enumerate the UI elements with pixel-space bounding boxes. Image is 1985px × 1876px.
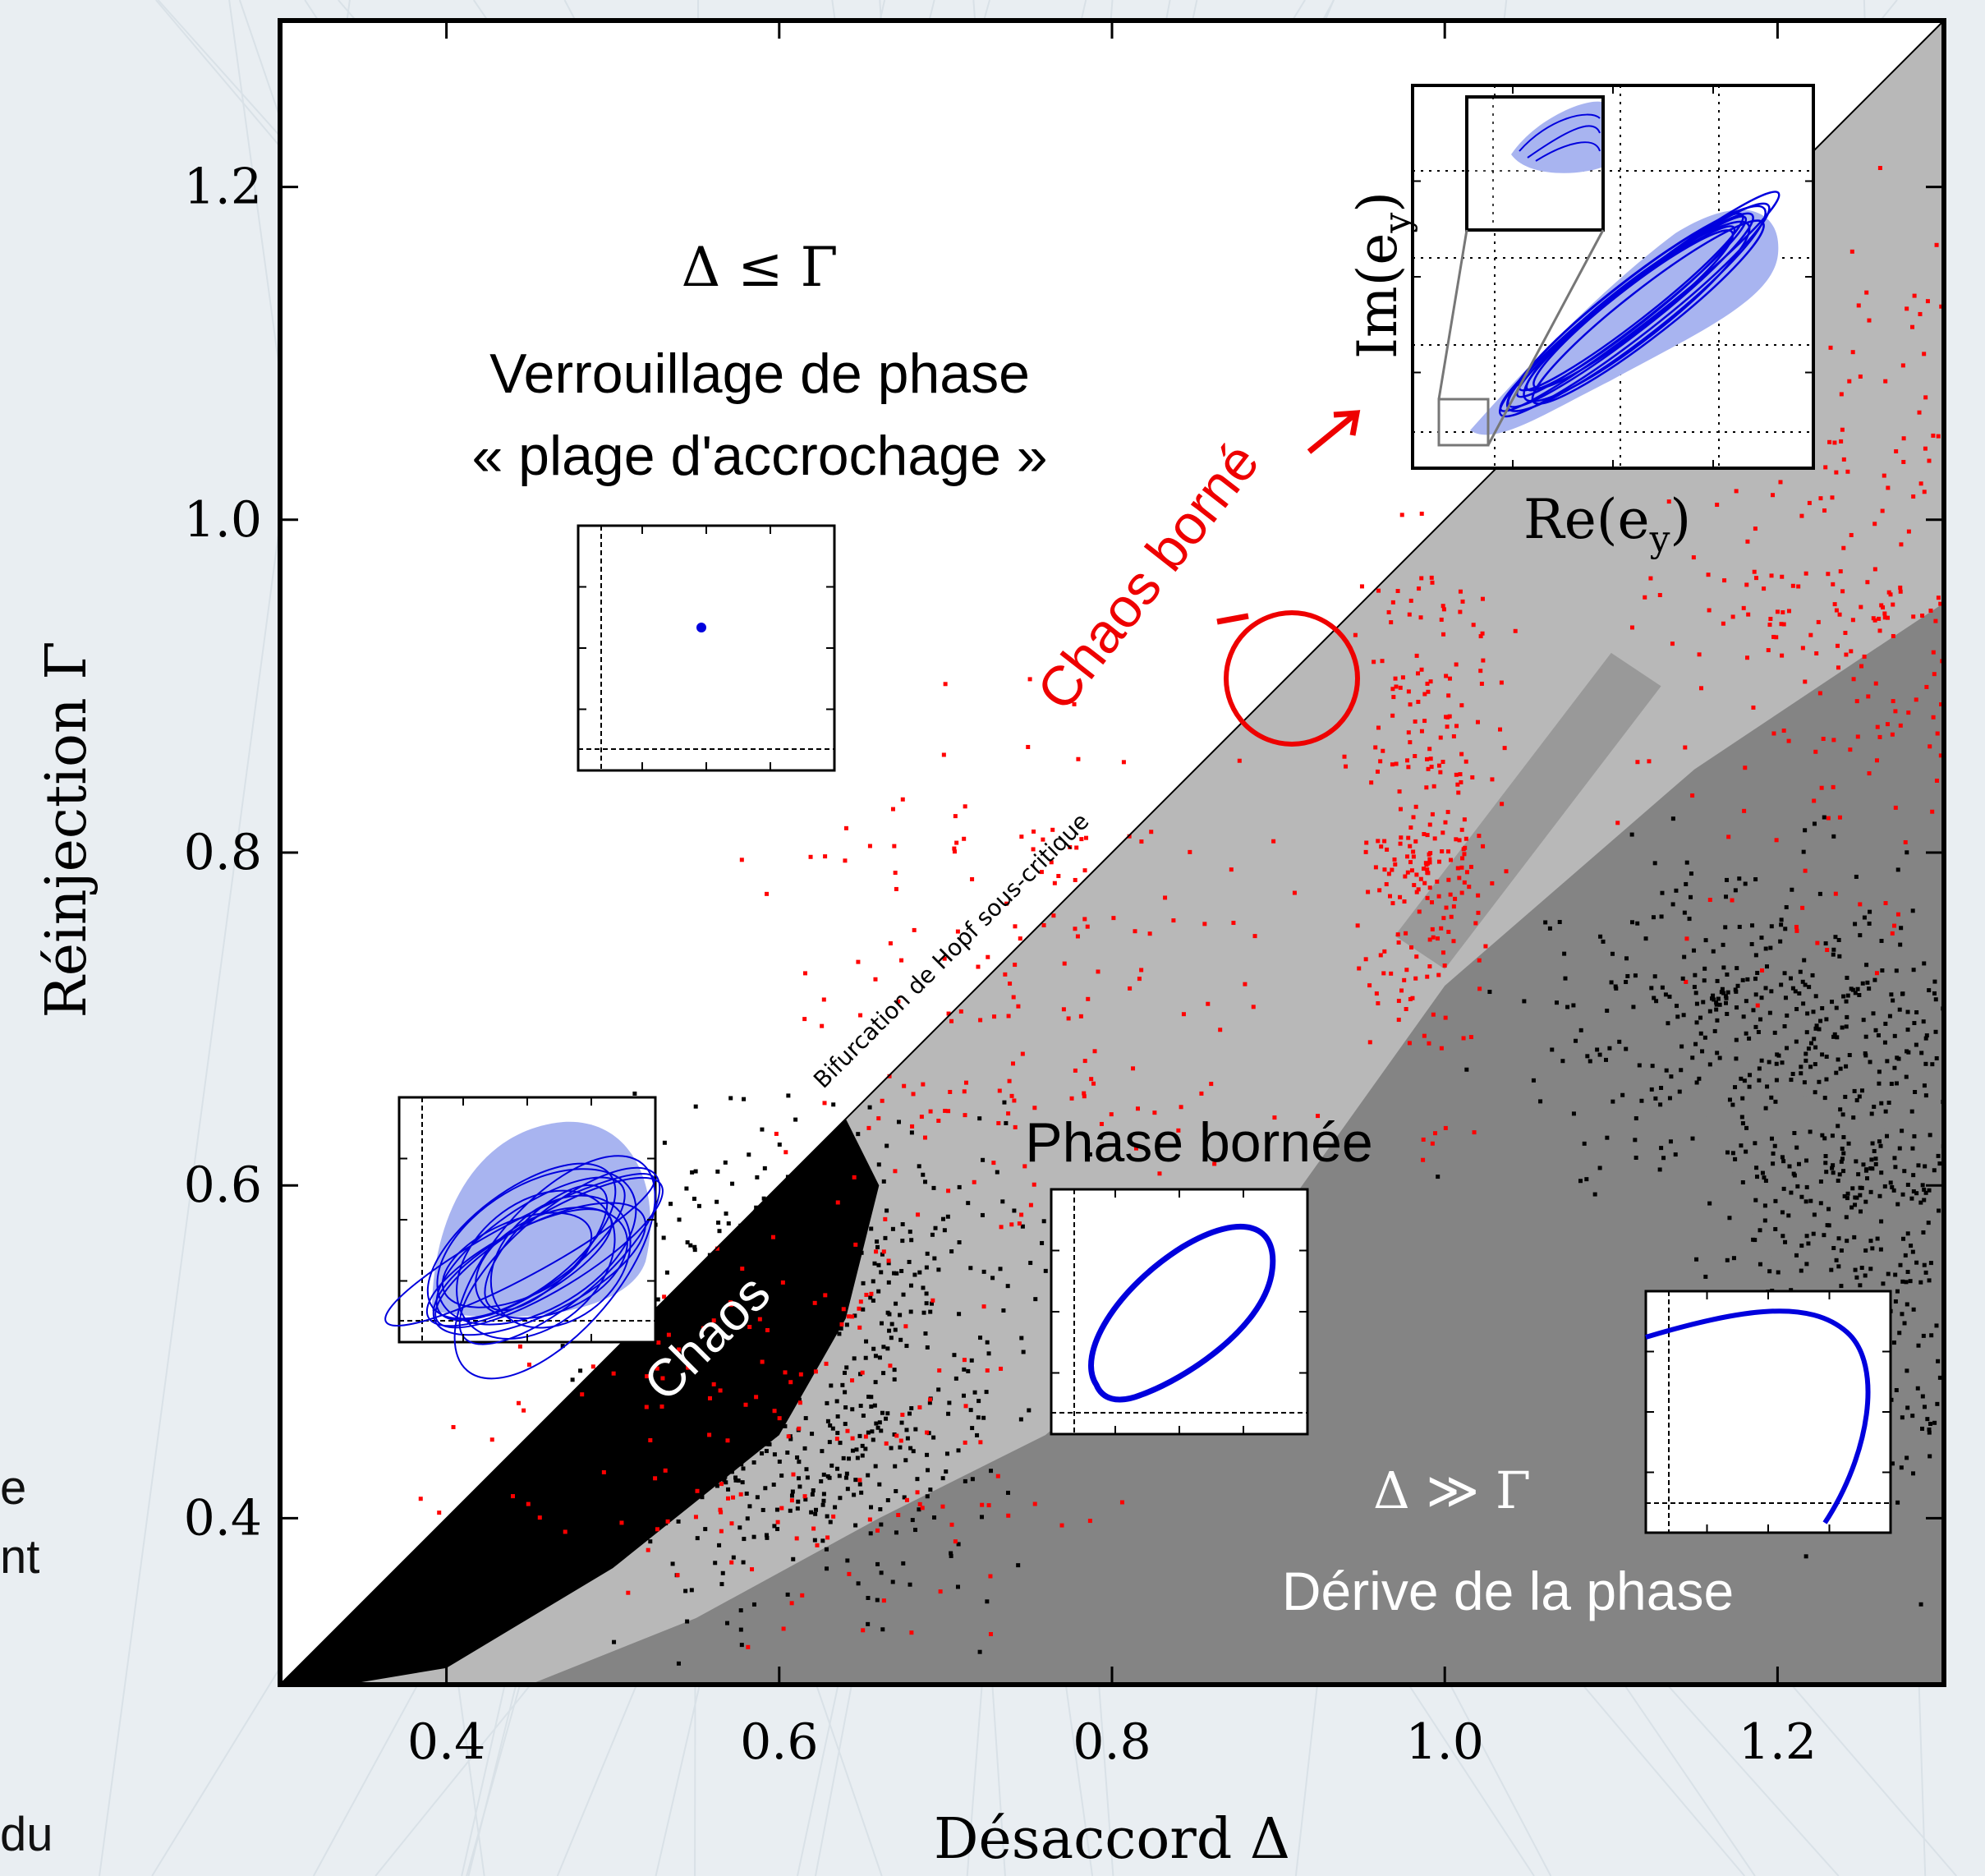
cut-text-fragment: e xyxy=(0,1461,27,1515)
inset-drift xyxy=(1644,1290,1892,1534)
lock-condition-label: Δ ≤ Γ xyxy=(682,236,839,299)
y-axis-label: Réinjection Γ xyxy=(34,641,99,1018)
y-tick-labels: 0.4 0.6 0.8 1.0 1.2 xyxy=(184,159,262,1547)
lock-title: Verrouillage de phase xyxy=(489,343,1030,405)
x-axis-label: Désaccord Δ xyxy=(934,1807,1290,1872)
inset-ticks xyxy=(578,526,834,770)
cut-text-fragment: du xyxy=(0,1808,53,1861)
x-tick-label: 1.2 xyxy=(1739,1713,1817,1771)
x-tick-marks xyxy=(445,21,1779,1685)
y-tick-label: 1.2 xyxy=(184,159,262,216)
region-chaos xyxy=(280,1119,880,1685)
inset-ticks xyxy=(1051,1189,1307,1434)
region-drift-stripe xyxy=(1644,986,1944,1352)
inset-bounded-chaos xyxy=(1411,84,1815,470)
drift-trajectory xyxy=(1645,1308,1871,1524)
chaotic-attractor xyxy=(384,1121,664,1380)
chaos-borne-arrowhead xyxy=(1333,410,1361,436)
x-tick-label: 0.6 xyxy=(740,1713,818,1771)
chaos-borne-mark xyxy=(1216,613,1249,625)
phase-bornee-label: Phase bornée xyxy=(1025,1111,1372,1174)
y-tick-label: 0.6 xyxy=(184,1156,262,1214)
lock-subtitle: « plage d'accrochage » xyxy=(471,425,1047,487)
drift-condition-label: Δ ≫ Γ xyxy=(1373,1460,1531,1520)
chaos-borne-arrow xyxy=(1307,413,1356,454)
attractor-fill xyxy=(1470,209,1779,435)
bounded-chaos-scatter xyxy=(418,1200,1124,1649)
drift-title: Dérive de la phase xyxy=(1282,1561,1734,1621)
limit-cycle xyxy=(1088,1223,1276,1403)
attractor-orbit xyxy=(1498,191,1781,418)
region-stripe xyxy=(1395,652,1661,969)
inset-chaos xyxy=(384,1096,664,1380)
inset-locking xyxy=(577,524,836,772)
y-tick-label: 1.0 xyxy=(184,491,262,549)
zoom-box xyxy=(1437,95,1605,447)
inset-ticks xyxy=(1413,85,1813,468)
inset-bounded-chaos-labels: Re(ey) Im(ey) xyxy=(1346,191,1691,560)
inset-bounded-phase xyxy=(1050,1188,1309,1436)
cut-text-fragment: nt xyxy=(0,1530,40,1584)
inset-ticks xyxy=(1646,1291,1891,1533)
inset-y-label: Im(ey) xyxy=(1346,191,1418,359)
x-tick-label: 0.4 xyxy=(407,1713,485,1771)
y-tick-label: 0.8 xyxy=(184,824,262,881)
chaos-scatter xyxy=(549,1091,1092,1666)
x-tick-label: 0.8 xyxy=(1073,1713,1151,1771)
inset-ticks xyxy=(399,1097,655,1342)
x-tick-labels: 0.4 0.6 0.8 1.0 1.2 xyxy=(407,1713,1817,1771)
inset-x-label: Re(ey) xyxy=(1523,488,1691,560)
bounded-chaos-scatter xyxy=(1342,511,1518,1162)
y-tick-label: 0.4 xyxy=(184,1489,262,1547)
chaos-borne-circle xyxy=(1224,610,1360,747)
y-tick-marks xyxy=(280,186,1944,1520)
fixed-point xyxy=(696,623,706,632)
chaos-scatter xyxy=(1436,815,1944,1221)
x-tick-label: 1.0 xyxy=(1405,1713,1483,1771)
